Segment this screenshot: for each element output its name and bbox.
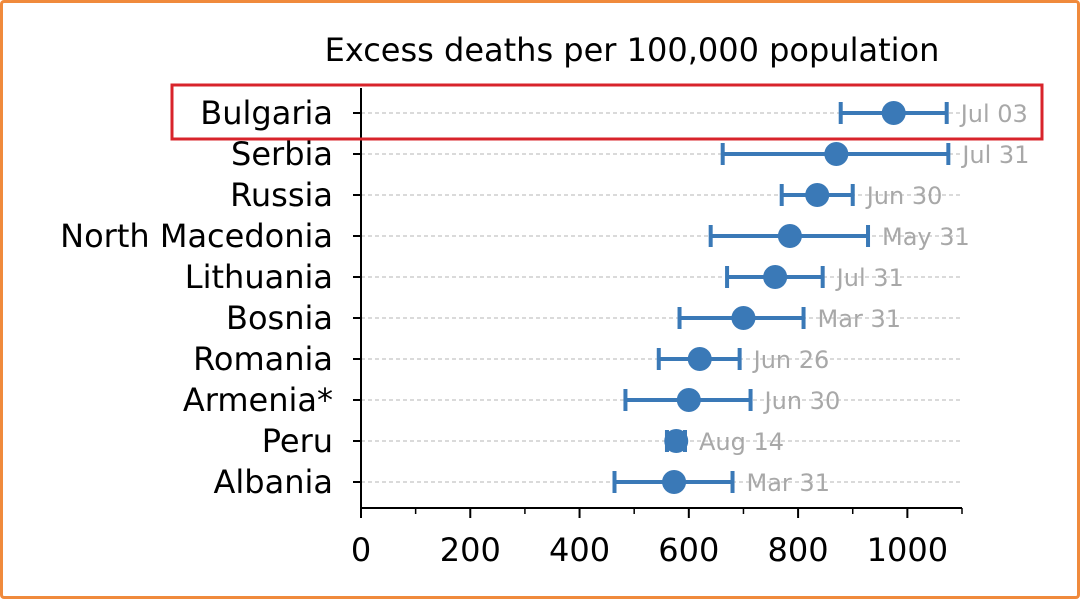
chart-title: Excess deaths per 100,000 population [325, 31, 940, 69]
date-label: Jul 31 [960, 141, 1029, 169]
category-label: Serbia [231, 135, 333, 173]
data-point [731, 306, 756, 330]
highlight-box [170, 83, 1044, 141]
date-label: Aug 14 [699, 428, 784, 456]
highlight-rectangle [170, 83, 1044, 141]
x-tick-label: 0 [351, 531, 371, 569]
date-label: Jul 31 [835, 264, 904, 292]
category-label: Russia [230, 176, 333, 214]
x-tick-label: 800 [768, 531, 829, 569]
category-label: Albania [214, 463, 333, 501]
date-label: May 31 [882, 223, 970, 251]
category-label: Bosnia [226, 299, 333, 337]
date-label: Jul 03 [959, 100, 1028, 128]
category-label: Romania [193, 340, 333, 378]
axes: 0 200 400 600 800 1000 [351, 88, 963, 569]
x-tick-label: 400 [549, 531, 610, 569]
data-point [763, 265, 788, 289]
data-point [676, 388, 701, 412]
x-tick-label: 600 [658, 531, 719, 569]
data-point [664, 429, 689, 453]
data-point [687, 347, 712, 371]
date-label: Mar 31 [747, 469, 830, 497]
date-label: Jun 30 [763, 387, 841, 415]
data-point [824, 142, 849, 166]
category-label: Lithuania [185, 258, 333, 296]
date-label: Jun 30 [865, 182, 943, 210]
x-tick-label: 1000 [867, 531, 948, 569]
grid-lines [361, 112, 962, 483]
data-point [805, 183, 830, 207]
category-label: Bulgaria [200, 94, 333, 132]
x-tick-label: 200 [440, 531, 501, 569]
category-label: North Macedonia [60, 217, 333, 255]
date-label: Jun 26 [752, 346, 830, 374]
data-marks: Jul 03 Jul 31 Jun 30 May 31 Jul 31 Mar 31 Jun … [612, 100, 1029, 497]
data-point [881, 101, 906, 125]
category-label: Peru [262, 422, 333, 460]
data-point [662, 470, 687, 494]
category-label: Armenia* [183, 381, 333, 419]
date-label: Mar 31 [818, 305, 901, 333]
data-point [777, 224, 802, 248]
